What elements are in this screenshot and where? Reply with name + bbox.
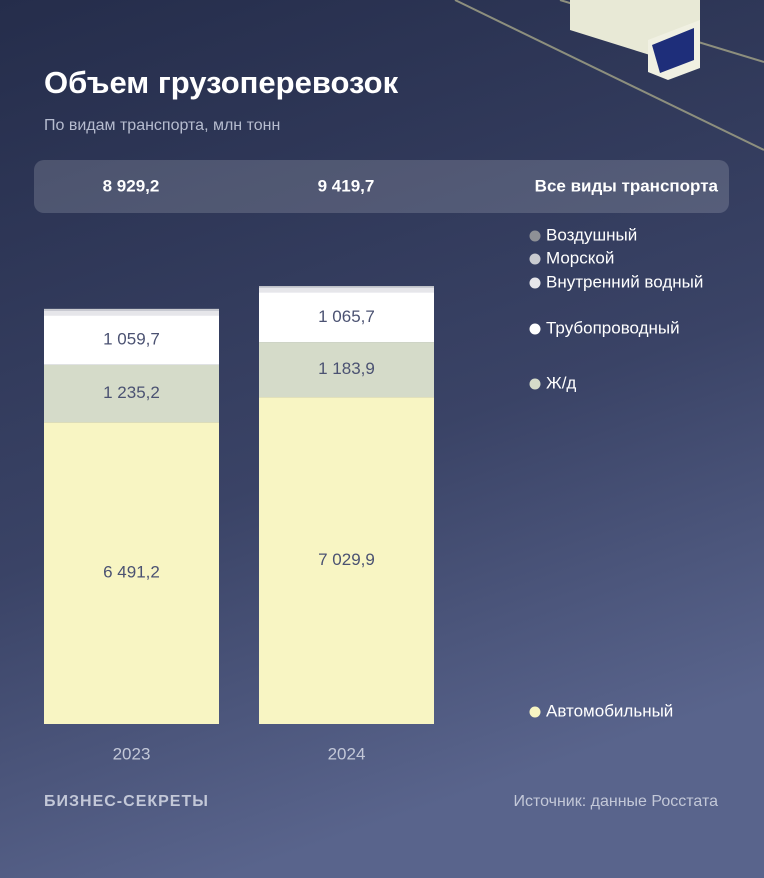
legend-label: Трубопроводный	[546, 318, 680, 337]
bar-segment	[259, 397, 434, 724]
value-label: 1 059,7	[103, 330, 160, 349]
total-label: 9 419,7	[318, 176, 375, 195]
value-label: 6 491,2	[103, 563, 160, 582]
legend-label: Морской	[546, 248, 614, 267]
legend-marker	[529, 706, 541, 718]
value-label: 1 065,7	[318, 307, 375, 326]
bar-segment	[259, 287, 434, 293]
totals-band	[34, 160, 729, 213]
totals-label: Все виды транспорта	[535, 176, 719, 195]
bar-segment	[44, 310, 219, 316]
source: Источник: данные Росстата	[513, 793, 718, 810]
bar-segment	[259, 292, 434, 343]
x-tick-label: 2023	[113, 744, 151, 763]
legend-label: Автомобильный	[546, 701, 673, 720]
legend-marker	[529, 230, 541, 242]
legend-label: Ж/д	[546, 373, 576, 392]
bar-segment	[44, 422, 219, 724]
legend-marker	[529, 253, 541, 265]
legend-label: Внутренний водный	[546, 272, 703, 291]
legend-marker	[529, 277, 541, 289]
total-label: 8 929,2	[103, 176, 160, 195]
value-label: 1 235,2	[103, 383, 160, 402]
truck-illustration	[454, 0, 764, 151]
value-label: 7 029,9	[318, 550, 375, 569]
bar-segment	[44, 364, 219, 423]
legend-marker	[529, 323, 541, 335]
bar-segment	[44, 308, 219, 311]
chart-title: Объем грузоперевозок	[44, 65, 399, 100]
brand: БИЗНЕС-СЕКРЕТЫ	[44, 793, 209, 810]
legend-marker	[529, 378, 541, 390]
x-tick-label: 2024	[328, 744, 366, 763]
legend-label: Воздушный	[546, 225, 637, 244]
chart-subtitle: По видам транспорта, млн тонн	[44, 117, 280, 134]
bar-segment	[259, 342, 434, 398]
value-label: 1 183,9	[318, 359, 375, 378]
bar-segment	[259, 286, 434, 288]
bar-segment	[44, 315, 219, 365]
